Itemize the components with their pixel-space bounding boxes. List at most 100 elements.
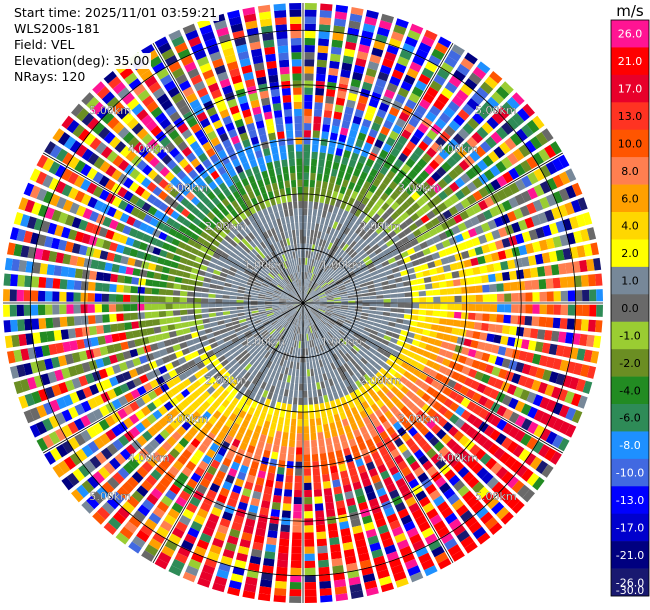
velocity-gate: [275, 473, 284, 482]
velocity-gate: [248, 504, 259, 514]
velocity-gate: [346, 238, 354, 246]
velocity-gate: [216, 395, 225, 404]
velocity-gate: [91, 491, 105, 505]
velocity-gate: [158, 178, 169, 189]
velocity-gate: [117, 186, 128, 198]
velocity-gate: [247, 374, 255, 383]
velocity-gate: [289, 266, 294, 274]
velocity-gate: [518, 304, 526, 314]
velocity-gate: [304, 101, 313, 109]
velocity-gate: [155, 464, 167, 476]
velocity-gate: [311, 258, 315, 267]
velocity-gate: [336, 90, 347, 99]
velocity-gate: [227, 343, 235, 351]
velocity-gate: [218, 230, 227, 239]
velocity-gate: [304, 304, 311, 310]
velocity-gate: [436, 213, 447, 223]
velocity-gate: [242, 108, 252, 118]
velocity-gate: [370, 504, 382, 515]
velocity-gate: [31, 276, 40, 288]
velocity-gate: [61, 476, 74, 491]
velocity-gate: [174, 276, 183, 283]
velocity-gate: [66, 292, 74, 302]
velocity-gate: [308, 347, 311, 355]
velocity-gate: [289, 283, 294, 290]
velocity-gate: [346, 315, 354, 319]
velocity-gate: [153, 326, 162, 334]
velocity-gate: [378, 102, 390, 113]
velocity-gate: [251, 329, 259, 336]
velocity-gate: [341, 418, 349, 427]
velocity-gate: [317, 367, 322, 375]
velocity-gate: [395, 381, 404, 390]
velocity-gate: [351, 279, 359, 284]
velocity-gate: [202, 240, 212, 248]
velocity-gate: [357, 238, 365, 246]
velocity-gate: [108, 354, 118, 364]
velocity-gate: [311, 151, 318, 160]
velocity-gate: [245, 285, 254, 290]
velocity-gate: [223, 263, 231, 270]
velocity-gate: [331, 287, 339, 292]
velocity-gate: [335, 383, 342, 392]
velocity-gate: [255, 527, 266, 537]
velocity-gate: [86, 426, 98, 439]
velocity-gate: [431, 545, 445, 558]
velocity-gate: [239, 494, 250, 504]
velocity-gate: [405, 496, 417, 507]
velocity-gate: [366, 200, 375, 209]
velocity-gate: [469, 150, 481, 162]
velocity-gate: [272, 298, 280, 301]
velocity-gate: [220, 359, 229, 367]
velocity-gate: [306, 272, 310, 280]
velocity-gate: [305, 300, 313, 303]
velocity-gate: [304, 45, 315, 53]
velocity-gate: [586, 334, 595, 348]
velocity-gate: [335, 322, 343, 328]
velocity-gate: [160, 273, 169, 281]
velocity-gate: [375, 263, 383, 270]
velocity-gate: [203, 124, 214, 135]
velocity-gate: [379, 430, 389, 440]
velocity-gate: [444, 125, 456, 137]
velocity-gate: [216, 202, 225, 211]
velocity-gate: [252, 55, 264, 65]
velocity-gate: [326, 88, 336, 97]
velocity-gate: [397, 366, 406, 375]
velocity-gate: [87, 117, 100, 131]
velocity-gate: [284, 253, 289, 261]
velocity-gate: [80, 178, 92, 191]
velocity-gate: [125, 237, 135, 247]
velocity-gate: [250, 297, 258, 301]
velocity-gate: [440, 532, 454, 544]
velocity-gate: [329, 282, 336, 288]
velocity-gate: [130, 304, 138, 311]
velocity-gate: [359, 263, 367, 270]
velocity-gate: [251, 248, 259, 256]
velocity-gate: [295, 272, 298, 280]
velocity-gate: [310, 308, 317, 314]
velocity-gate: [300, 279, 302, 287]
velocity-gate: [317, 552, 329, 561]
velocity-gate: [287, 331, 292, 339]
velocity-gate: [42, 434, 55, 449]
velocity-gate: [243, 525, 254, 535]
velocity-gate: [545, 356, 555, 369]
velocity-gate: [397, 245, 407, 253]
velocity-gate: [389, 288, 398, 294]
velocity-gate: [180, 186, 191, 197]
velocity-gate: [321, 181, 328, 190]
velocity-gate: [497, 293, 505, 302]
velocity-gate: [459, 210, 470, 221]
velocity-gate: [272, 308, 280, 311]
velocity-gate: [261, 349, 268, 357]
velocity-gate: [234, 478, 245, 488]
velocity-gate: [532, 440, 544, 454]
velocity-gate: [415, 186, 426, 197]
velocity-gate: [459, 385, 470, 396]
velocity-gate: [495, 160, 507, 173]
velocity-gate: [465, 168, 477, 180]
velocity-gate: [558, 154, 570, 169]
velocity-gate: [123, 313, 131, 321]
velocity-gate: [251, 350, 259, 358]
